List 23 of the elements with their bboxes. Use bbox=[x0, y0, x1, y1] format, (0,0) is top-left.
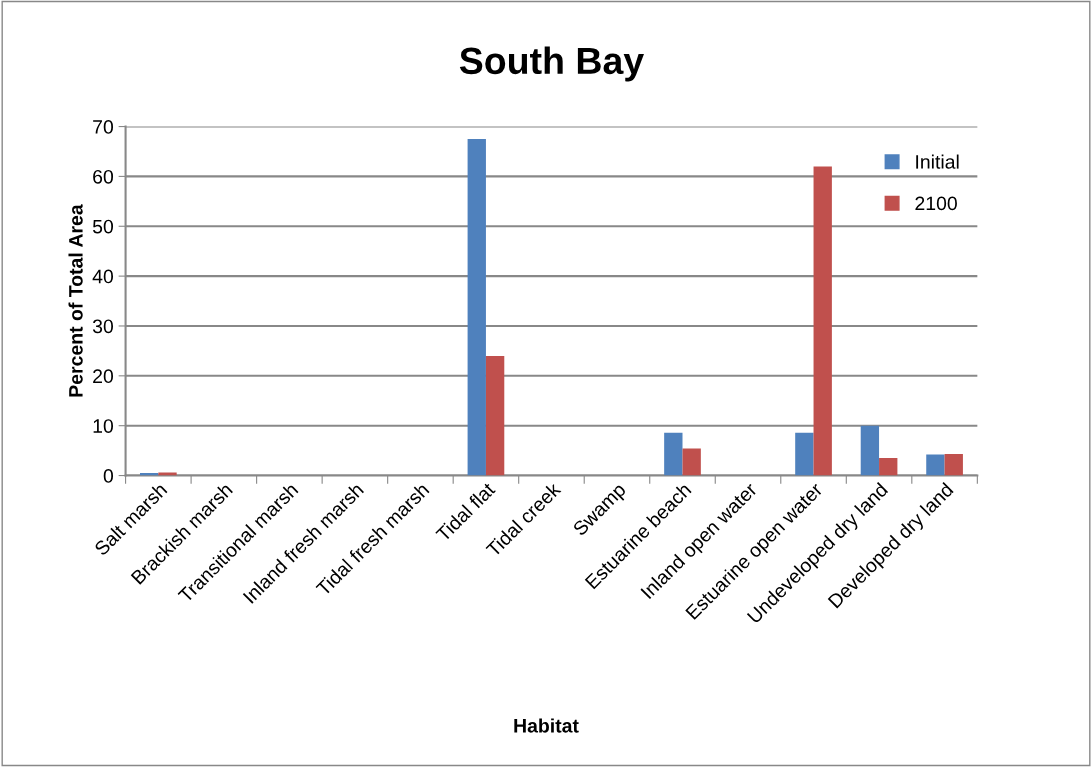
bar bbox=[682, 448, 701, 476]
y-tick-label: 40 bbox=[92, 269, 114, 284]
bar bbox=[860, 425, 880, 476]
x-axis-title: Habitat bbox=[514, 718, 579, 733]
bar bbox=[944, 454, 963, 476]
legend-label: 2100 bbox=[915, 196, 957, 211]
bar bbox=[485, 355, 505, 476]
bar bbox=[813, 166, 832, 476]
y-tick-label: 60 bbox=[93, 169, 114, 184]
bar bbox=[879, 458, 898, 476]
legend-label: Initial bbox=[916, 154, 959, 169]
bar bbox=[795, 432, 814, 476]
bar bbox=[664, 432, 683, 476]
y-tick-label: 10 bbox=[93, 419, 114, 433]
y-tick-label: 30 bbox=[92, 319, 114, 334]
y-axis-title: Percent of Total Area bbox=[68, 204, 83, 397]
y-tick-label: 0 bbox=[103, 469, 114, 483]
y-tick-label: 20 bbox=[93, 369, 114, 384]
y-tick-label: 50 bbox=[92, 219, 114, 234]
bar bbox=[926, 454, 945, 476]
bar bbox=[467, 139, 486, 476]
chart-title: South Bay bbox=[459, 46, 644, 82]
y-tick-label: 70 bbox=[93, 120, 114, 134]
